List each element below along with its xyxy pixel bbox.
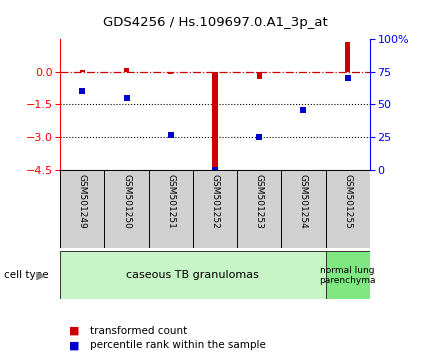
- Bar: [301, 72, 306, 73]
- Bar: [80, 69, 85, 72]
- Bar: [326, 251, 370, 299]
- Text: GSM501255: GSM501255: [343, 174, 352, 229]
- Bar: [212, 72, 218, 168]
- Bar: [60, 251, 326, 299]
- Text: ▶: ▶: [37, 270, 45, 280]
- Text: ■: ■: [69, 326, 79, 336]
- Bar: [345, 42, 350, 72]
- Text: cell type: cell type: [4, 270, 49, 280]
- Text: ■: ■: [69, 340, 79, 350]
- Bar: [257, 72, 262, 79]
- Text: GSM501252: GSM501252: [211, 174, 219, 229]
- Text: GSM501250: GSM501250: [122, 174, 131, 229]
- Text: normal lung
parenchyma: normal lung parenchyma: [319, 266, 376, 285]
- Text: GSM501253: GSM501253: [255, 174, 264, 229]
- Bar: [124, 68, 129, 72]
- Text: GDS4256 / Hs.109697.0.A1_3p_at: GDS4256 / Hs.109697.0.A1_3p_at: [103, 16, 327, 29]
- Text: caseous TB granulomas: caseous TB granulomas: [126, 270, 259, 280]
- Text: GSM501254: GSM501254: [299, 174, 308, 229]
- Text: percentile rank within the sample: percentile rank within the sample: [90, 340, 266, 350]
- Text: GSM501249: GSM501249: [78, 174, 87, 229]
- Bar: [168, 72, 173, 74]
- Text: GSM501251: GSM501251: [166, 174, 175, 229]
- Text: transformed count: transformed count: [90, 326, 187, 336]
